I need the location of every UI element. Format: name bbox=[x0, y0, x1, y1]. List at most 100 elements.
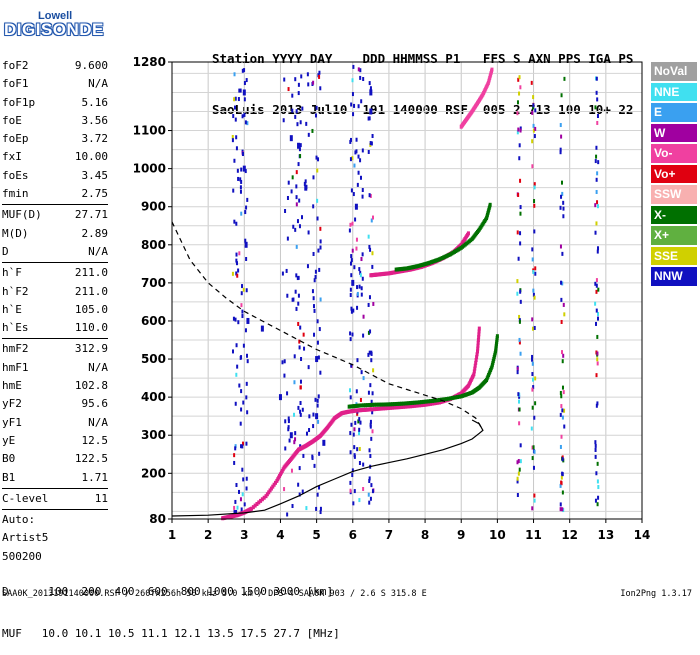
data-point bbox=[429, 399, 432, 404]
data-point bbox=[418, 403, 422, 408]
data-point bbox=[457, 394, 461, 399]
echo-point bbox=[533, 203, 536, 208]
x-tick-label: 3 bbox=[240, 528, 248, 542]
echo-point bbox=[283, 373, 286, 378]
data-point bbox=[430, 401, 434, 406]
data-point bbox=[278, 394, 282, 401]
echo-point bbox=[352, 192, 355, 197]
data-point bbox=[425, 399, 429, 404]
echo-point bbox=[350, 273, 353, 278]
param-name: foF2 bbox=[2, 59, 29, 72]
echo-point bbox=[242, 400, 245, 405]
param-row: B0 122.5 bbox=[2, 450, 108, 468]
data-point bbox=[253, 503, 257, 508]
echo-point bbox=[236, 273, 239, 278]
data-point bbox=[304, 184, 308, 191]
echo-point bbox=[235, 343, 238, 348]
echo-point bbox=[295, 184, 298, 189]
echo-point bbox=[518, 340, 521, 345]
echo-point bbox=[240, 179, 243, 184]
echo-point bbox=[239, 189, 242, 194]
echo-point bbox=[242, 343, 245, 348]
data-point bbox=[392, 402, 396, 407]
param-row: foE 3.56 bbox=[2, 112, 108, 130]
echo-point bbox=[245, 381, 248, 386]
data-point bbox=[372, 402, 376, 407]
echo-point bbox=[351, 92, 354, 97]
echo-point bbox=[362, 76, 365, 81]
echo-point bbox=[241, 284, 244, 289]
data-point bbox=[376, 406, 380, 411]
echo-point bbox=[236, 364, 239, 369]
echo-point bbox=[234, 96, 237, 101]
echo-point bbox=[371, 391, 374, 396]
echo-point bbox=[350, 188, 353, 193]
echo-point bbox=[531, 405, 534, 410]
echo-point bbox=[298, 147, 301, 152]
param-name: hmF1 bbox=[2, 360, 29, 374]
echo-point bbox=[301, 106, 304, 111]
echo-point bbox=[534, 376, 537, 381]
echo-point bbox=[293, 440, 296, 445]
echo-point bbox=[518, 91, 521, 96]
x-tick-label: 11 bbox=[525, 528, 542, 542]
echo-point bbox=[317, 157, 320, 162]
data-point bbox=[367, 407, 371, 412]
data-point bbox=[477, 326, 481, 331]
param-name: h`F2 bbox=[2, 284, 29, 298]
echo-point bbox=[301, 215, 304, 220]
echo-point bbox=[596, 502, 599, 507]
echo-point bbox=[358, 284, 361, 289]
echo-point bbox=[533, 449, 536, 454]
param-row: C-level 11 bbox=[2, 490, 108, 508]
echo-point bbox=[352, 501, 355, 506]
echo-point bbox=[352, 112, 355, 117]
data-point bbox=[405, 401, 409, 406]
param-value: 122.5 bbox=[74, 452, 108, 466]
echo-point bbox=[356, 291, 359, 296]
echo-point bbox=[234, 401, 237, 406]
param-name: foF1p bbox=[2, 95, 36, 109]
echo-point bbox=[595, 177, 598, 182]
echo-point bbox=[315, 506, 318, 511]
echo-point bbox=[353, 427, 356, 432]
echo-point bbox=[291, 93, 294, 98]
data-point bbox=[374, 406, 378, 411]
echo-point bbox=[350, 306, 353, 311]
echo-point bbox=[561, 457, 564, 462]
echo-point bbox=[594, 230, 597, 235]
echo-point bbox=[368, 244, 371, 249]
data-point bbox=[456, 395, 460, 400]
echo-point bbox=[368, 478, 371, 483]
echo-point bbox=[594, 159, 597, 164]
echo-point bbox=[595, 403, 598, 408]
echo-point bbox=[358, 498, 361, 503]
data-point bbox=[363, 403, 367, 408]
echo-point bbox=[286, 236, 289, 241]
echo-point bbox=[233, 510, 236, 515]
polarization-legend: NoVal NNE E W Vo- Vo+ SSW X- X+ SSE NNW bbox=[651, 62, 697, 288]
lowell-digisonde-logo: Lowell DIGISONDE bbox=[2, 6, 103, 46]
echo-point bbox=[560, 434, 563, 439]
echo-point bbox=[562, 200, 565, 205]
legend-item-sse: SSE bbox=[651, 246, 697, 265]
echo-point bbox=[319, 297, 322, 302]
echo-point bbox=[298, 198, 301, 203]
echo-point bbox=[313, 278, 316, 283]
echo-point bbox=[532, 292, 535, 297]
echo-point bbox=[516, 291, 519, 296]
echo-point bbox=[293, 412, 296, 417]
echo-point bbox=[242, 477, 245, 482]
echo-point bbox=[349, 331, 352, 336]
param-name: fxI bbox=[2, 150, 22, 164]
echo-point bbox=[597, 246, 600, 251]
echo-point bbox=[318, 70, 321, 75]
echo-point bbox=[516, 493, 519, 498]
echo-point bbox=[293, 354, 296, 359]
echo-point bbox=[596, 357, 599, 362]
echo-point bbox=[561, 415, 564, 420]
echo-point bbox=[287, 180, 290, 185]
echo-point bbox=[300, 74, 303, 79]
echo-point bbox=[291, 175, 294, 180]
echo-point bbox=[531, 139, 534, 144]
